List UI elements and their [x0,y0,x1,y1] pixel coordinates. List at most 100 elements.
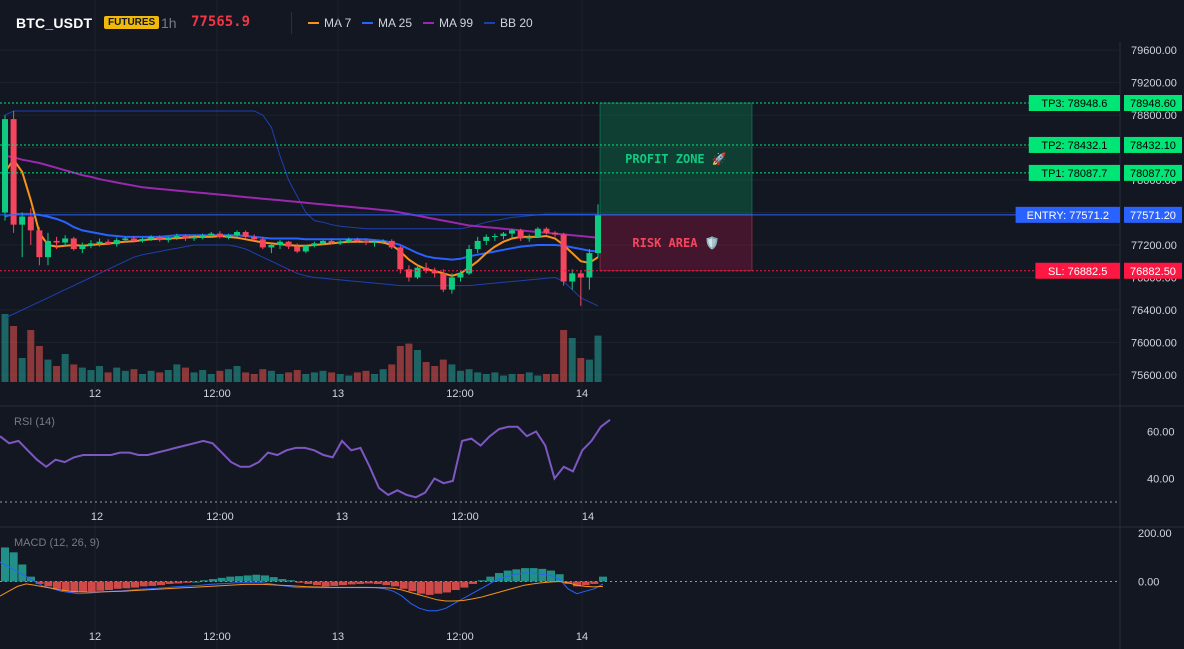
volume-bar [285,372,293,382]
volume-bar [594,335,602,382]
ma25-line [4,213,599,261]
candle-body [44,240,51,258]
macd-tick-label: 0.00 [1138,577,1159,589]
volume-bar [276,374,284,382]
volume-bar [534,375,542,382]
time-tick-label: 12:00 [206,511,234,523]
candle-body [191,236,198,239]
legend-bb20-label: BB 20 [500,16,533,30]
tp1-tag-bg [1028,164,1120,181]
volume-bar [362,370,370,382]
time-tick-label: 12:00 [451,511,479,523]
macd-histogram-bar [217,577,226,582]
candle-body [173,236,180,238]
candle-body [87,243,94,246]
volume-bar [568,338,576,382]
candle-body [234,231,241,236]
volume-bar [379,369,387,382]
candle-body [242,231,249,237]
macd-histogram-bar [460,581,469,588]
candle-body [543,228,550,233]
time-tick-label: 14 [576,631,588,643]
macd-histogram-bar [373,581,382,584]
entry-axis-bg [1124,206,1182,223]
volume-bar [1,314,9,382]
macd-histogram-bar [9,552,18,582]
macd-histogram-bar [174,581,183,584]
rsi-pane-label: RSI (14) [14,416,55,428]
timeframe-label[interactable]: 1h [161,15,177,31]
macd-histogram-bar [18,564,27,582]
tp1-axis-bg [1124,164,1182,181]
macd-histogram-bar [573,581,581,587]
macd-histogram-bar [339,581,347,586]
price-tick-label: 79600.00 [1131,45,1177,57]
candle-body [466,249,473,274]
macd-histogram-bar [44,581,53,587]
volume-bar [474,372,482,382]
bb20-swatch [484,22,495,24]
tp3-tag-label: TP3: 78948.6 [1041,98,1107,110]
volume-bar [70,364,78,382]
candle-body [371,241,378,243]
candle-body [62,238,69,243]
legend-bb20[interactable]: BB 20 [484,16,533,30]
candle-body [251,236,258,240]
volume-bar [121,370,129,382]
signal-line [0,580,604,602]
candle-body [500,233,507,237]
volume-bar [353,372,361,382]
macd-histogram-bar [165,581,174,584]
candle-body [423,267,430,271]
volume-bar [319,370,327,382]
symbol-name[interactable]: BTC_USDT [16,15,93,31]
volume-bar [156,372,164,382]
price-tick-label: 76000.00 [1131,337,1177,349]
candle-body [569,273,576,282]
volume-bar [190,372,198,382]
macd-histogram-bar [295,581,304,583]
volume-bar [405,343,413,382]
legend-ma25[interactable]: MA 25 [362,16,412,30]
candle-body [595,215,601,254]
candle-body [259,239,266,248]
macd-histogram-bar [304,581,313,584]
macd-histogram-bar [269,577,278,582]
macd-histogram-bar [581,581,590,586]
tp3-axis-bg [1124,95,1182,112]
macd-histogram-bar [148,581,157,586]
volume-bar [44,359,52,382]
candle-body [216,233,223,237]
candle-body [440,273,447,290]
volume-bar [491,372,499,382]
macd-histogram-bar [330,581,339,586]
volume-bar [577,358,585,382]
volume-bar [551,374,559,382]
sl-axis-price: 76882.50 [1130,266,1176,278]
macd-histogram-bar [61,581,70,592]
macd-histogram-bar [425,581,434,595]
macd-histogram-bar [599,576,607,582]
volume-bar [517,374,525,382]
legend-ma99[interactable]: MA 99 [423,16,473,30]
rsi-tick-label: 40.00 [1147,474,1175,486]
volume-bar [302,374,310,382]
volume-bar [414,350,422,382]
tp1-tag-label: TP1: 78087.7 [1041,168,1107,180]
bb-lower-line [4,244,599,319]
candle-body [139,238,146,241]
ma7-swatch [308,22,319,24]
volume-bar [147,370,155,382]
macd-histogram-bar [200,580,209,582]
volume-bar [96,366,104,382]
macd-histogram-bar [469,581,477,584]
volume-bar [18,358,26,382]
candle-body [225,235,232,237]
price-tick-label: 76400.00 [1131,305,1177,317]
header-divider [291,12,292,34]
macd-histogram-bar [477,580,486,582]
volume-bar [181,367,189,382]
macd-histogram-bar [443,581,451,593]
time-tick-label: 14 [576,388,588,400]
